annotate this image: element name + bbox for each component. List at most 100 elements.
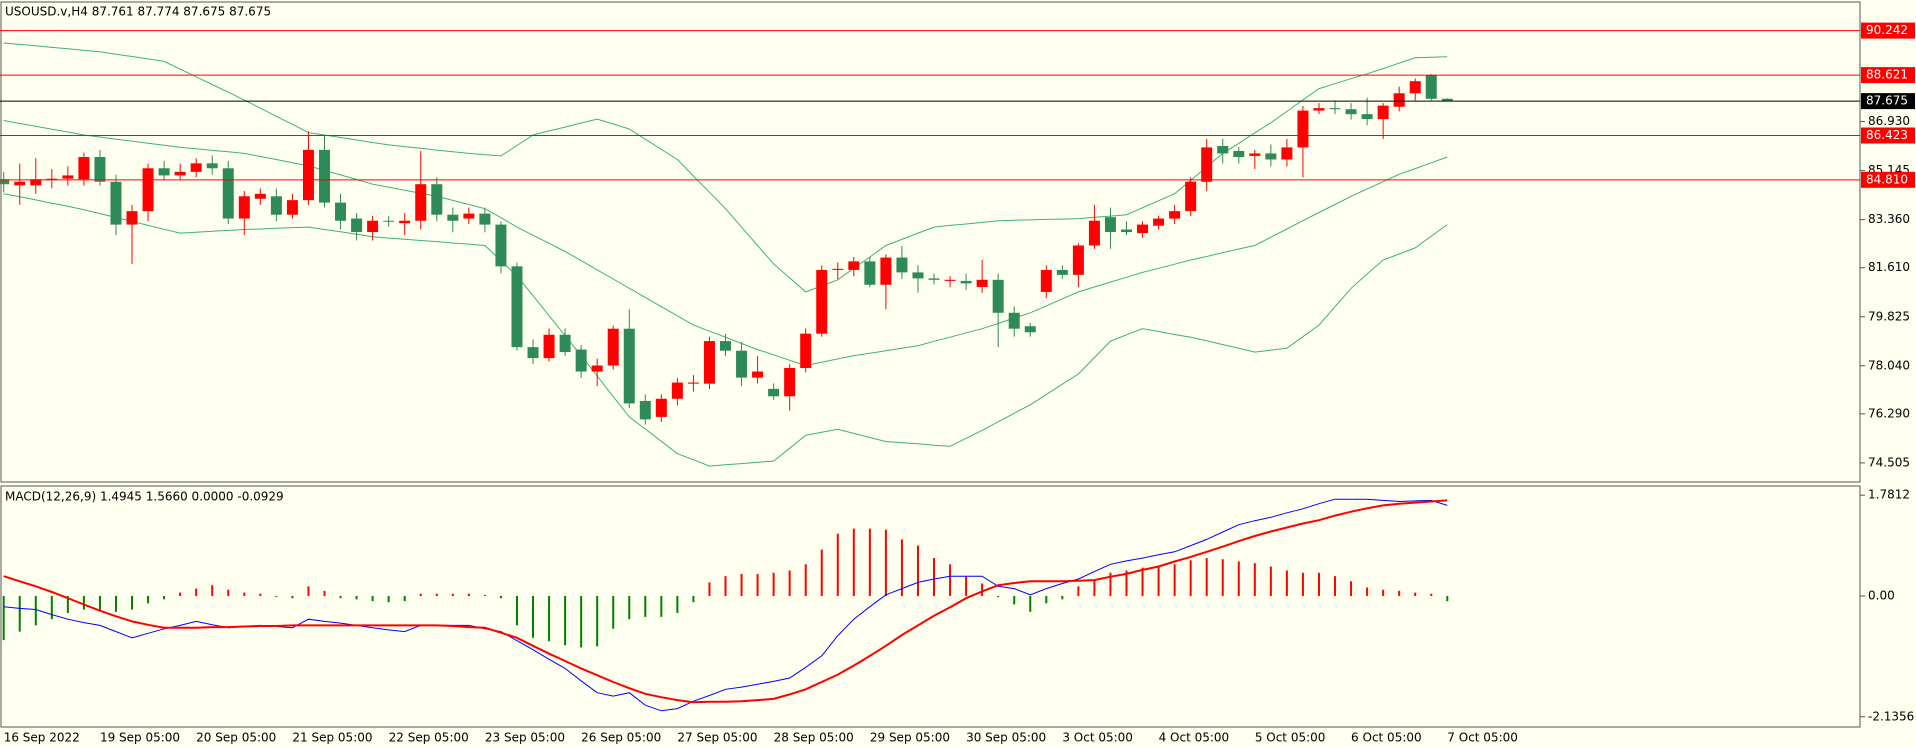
- price-level-label: 87.675: [1866, 94, 1908, 108]
- price-level-label: 90.242: [1866, 23, 1908, 37]
- candle-body: [687, 382, 699, 384]
- candle-body: [607, 328, 619, 366]
- candle-body: [1040, 269, 1052, 292]
- candle-body: [1008, 312, 1020, 329]
- candle-body: [511, 266, 523, 348]
- candle-body: [158, 168, 170, 176]
- candle-body: [1361, 114, 1373, 120]
- candle-body: [351, 218, 363, 233]
- candle-body: [495, 224, 507, 267]
- y-tick-label: 0.00: [1868, 588, 1895, 602]
- candle-body: [1153, 218, 1165, 226]
- candle-body: [1265, 153, 1277, 160]
- candle-body: [928, 278, 940, 280]
- candle-body: [479, 213, 491, 225]
- candle-body: [431, 184, 443, 215]
- x-tick-label: 30 Sep 05:00: [966, 731, 1046, 745]
- candle-body: [736, 350, 748, 378]
- candle-body: [319, 149, 330, 203]
- price-level-label: 88.621: [1866, 68, 1908, 82]
- candle-body: [591, 365, 603, 372]
- candle-body: [270, 196, 282, 215]
- candle-body: [78, 157, 90, 180]
- candle-body: [1137, 224, 1149, 234]
- x-tick-label: 20 Sep 05:00: [196, 731, 276, 745]
- x-tick-label: 5 Oct 05:00: [1255, 731, 1326, 745]
- candle-body: [367, 220, 379, 233]
- y-tick-label: 81.610: [1868, 260, 1910, 274]
- candle-body: [1104, 217, 1116, 233]
- candle-body: [463, 213, 475, 219]
- candle-body: [1121, 229, 1132, 233]
- candle-body: [1185, 181, 1197, 212]
- candle-body: [1281, 147, 1293, 160]
- candle-body: [575, 349, 587, 372]
- candle-body: [960, 280, 972, 284]
- x-tick-label: 4 Oct 05:00: [1159, 731, 1230, 745]
- x-tick-label: 22 Sep 05:00: [389, 731, 469, 745]
- candle-body: [142, 168, 154, 212]
- y-tick-label: 78.040: [1868, 358, 1910, 372]
- candle-body: [415, 184, 427, 221]
- candle-body: [1217, 146, 1229, 154]
- candle-body: [784, 367, 796, 397]
- candle-body: [30, 179, 42, 186]
- candle-body: [896, 257, 908, 273]
- candle-body: [848, 261, 860, 270]
- x-tick-label: 21 Sep 05:00: [292, 731, 372, 745]
- candle-body: [447, 214, 459, 221]
- candle-body: [816, 269, 828, 334]
- candle-body: [1377, 105, 1389, 120]
- price-label-box: [1861, 22, 1915, 39]
- candle-body: [1072, 245, 1084, 275]
- candle-body: [1024, 326, 1036, 333]
- price-label-box: [1861, 127, 1915, 144]
- x-tick-label: 28 Sep 05:00: [774, 731, 854, 745]
- candle-body: [768, 388, 780, 397]
- price-level-label: 84.810: [1866, 172, 1908, 186]
- chart-title: USOUSD.v,H4 87.761 87.774 87.675 87.675: [5, 5, 271, 19]
- price-label-box: [1861, 67, 1915, 84]
- candle-body: [190, 163, 202, 172]
- candle-body: [655, 398, 667, 417]
- x-tick-label: 23 Sep 05:00: [485, 731, 565, 745]
- x-tick-label: 16 Sep 2022: [4, 731, 80, 745]
- candle-body: [1393, 93, 1405, 107]
- x-tick-label: 29 Sep 05:00: [870, 731, 950, 745]
- candle-body: [832, 268, 844, 270]
- candle-body: [126, 211, 138, 225]
- candle-body: [623, 328, 635, 404]
- candle-body: [286, 200, 298, 215]
- candle-body: [1345, 109, 1357, 115]
- candle-body: [1425, 75, 1437, 99]
- candle-body: [1088, 220, 1100, 246]
- candle-body: [1201, 147, 1213, 182]
- candle-body: [1409, 81, 1421, 94]
- x-tick-label: 3 Oct 05:00: [1062, 731, 1133, 745]
- candle-body: [1249, 153, 1261, 156]
- main-panel: 86.93085.14583.36081.61079.82578.04076.2…: [0, 22, 1915, 469]
- candle-body: [1329, 108, 1341, 110]
- candle-body: [639, 400, 651, 420]
- y-tick-label: 86.930: [1868, 114, 1910, 128]
- main-panel-frame: [0, 1, 1861, 483]
- candle-body: [559, 334, 571, 353]
- candle-body: [110, 181, 122, 225]
- candle-body: [880, 257, 892, 285]
- candle-body: [46, 178, 58, 180]
- indicator-title: MACD(12,26,9) 1.4945 1.5660 0.0000 -0.09…: [5, 490, 284, 504]
- macd-panel: 1.7812 0.00 -2.1356: [2, 488, 1914, 723]
- candle-body: [864, 261, 876, 285]
- y-tick-label: 76.290: [1868, 406, 1910, 420]
- candle-body: [912, 272, 924, 279]
- indicator-line: [3, 499, 1448, 704]
- candle-body: [527, 347, 539, 359]
- candle-body: [174, 171, 186, 176]
- candle-body: [0, 179, 10, 185]
- candle-body: [800, 333, 812, 368]
- candle-body: [1169, 211, 1181, 219]
- candle-body: [992, 279, 1004, 313]
- candle-body: [222, 168, 234, 219]
